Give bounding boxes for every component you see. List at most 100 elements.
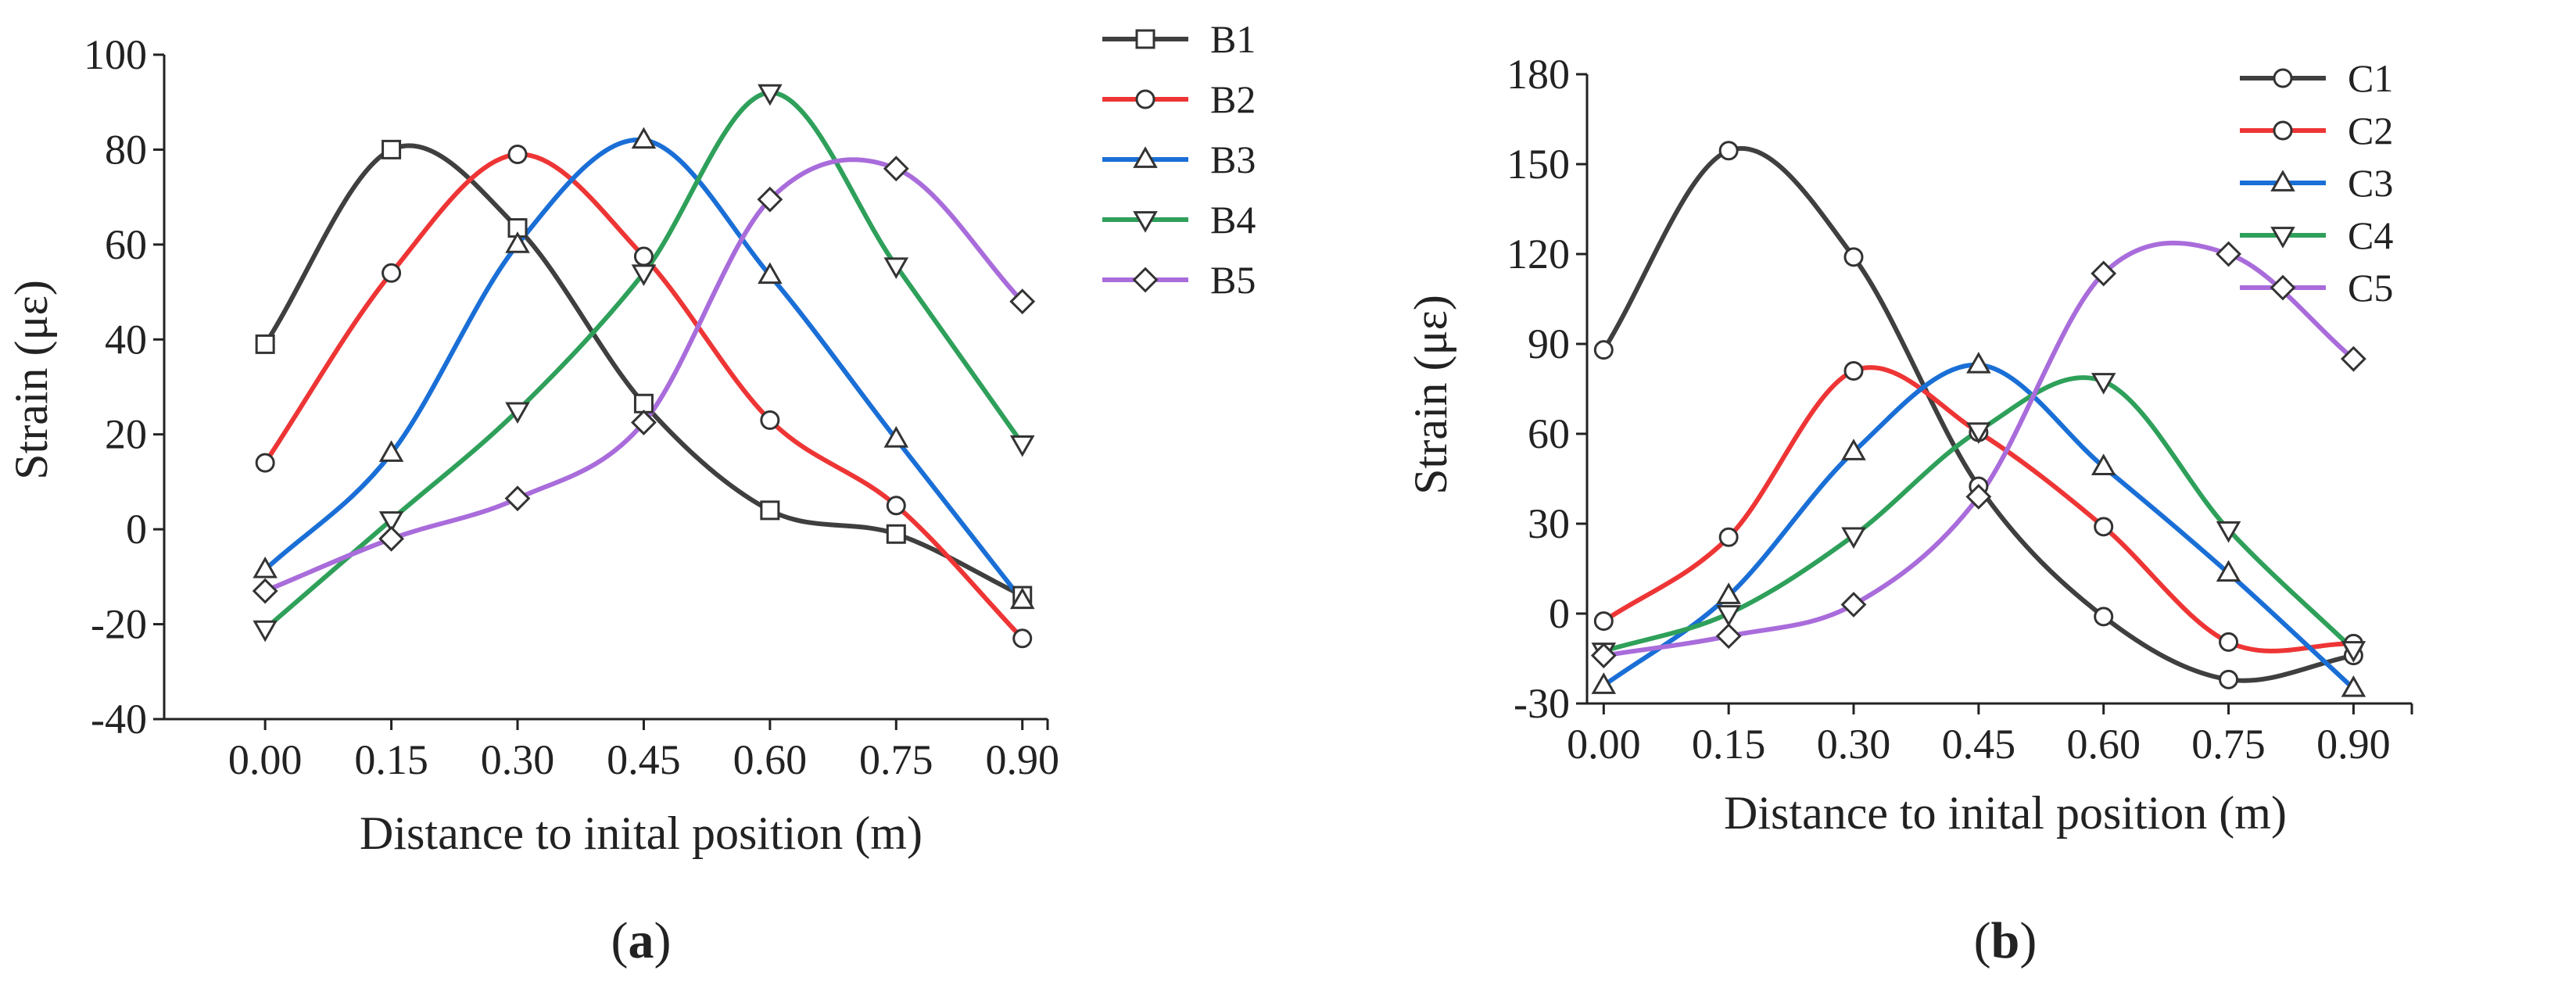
chart-b-y-tick-label: 30 <box>1528 500 1570 547</box>
chart-a-point-B5 <box>631 410 657 435</box>
chart-b-point-C1 <box>2219 669 2239 689</box>
chart-b-y-tick-label: 0 <box>1549 590 1570 637</box>
chart-b-x-tick-label: 0.90 <box>2316 721 2391 768</box>
chart-b-x-tick-label: 0.45 <box>1942 721 2016 768</box>
chart-b-point-C4 <box>1841 527 1866 549</box>
chart-b-point-C3 <box>2341 675 2366 697</box>
chart-b-point-C3 <box>2216 560 2241 582</box>
chart-b-point-C5 <box>1965 484 1992 510</box>
chart-a-point-B2 <box>886 496 906 516</box>
chart-b-x-tick-label: 0.60 <box>2066 721 2141 768</box>
chart-a-x-tick-label: 0.00 <box>228 736 303 783</box>
chart-b-point-C5 <box>1715 623 1742 650</box>
chart-a-x-tick-label: 0.90 <box>985 736 1059 783</box>
chart-a-axes <box>163 55 1048 721</box>
chart-b-x-tick-label: 0.30 <box>1817 721 1891 768</box>
chart-b-point-C2 <box>1843 361 1864 381</box>
chart-a-legend-marker-B5 <box>1132 267 1159 293</box>
chart-b-point-C1 <box>1593 340 1614 360</box>
chart-b-x-tick-label: 0.00 <box>1567 721 1641 768</box>
chart-a-y-tick-label: 40 <box>105 316 147 363</box>
chart-b-x-tick-label: 0.75 <box>2191 721 2266 768</box>
chart-b-panel-label-open: ( <box>1974 912 1991 969</box>
chart-a-legend-label-B2: B2 <box>1210 77 1256 121</box>
chart-b-point-C5 <box>1590 643 1617 669</box>
chart-a-panel-label-letter: a <box>629 912 654 969</box>
chart-b-legend-label-C5: C5 <box>2348 266 2393 310</box>
chart-b-point-C4 <box>2216 521 2241 543</box>
chart-a-y-tick-label: -20 <box>91 601 147 648</box>
chart-a-point-B5 <box>883 156 909 182</box>
chart-a-x-tick-label: 0.60 <box>733 736 808 783</box>
chart-b-y-tick-label: 60 <box>1528 410 1570 457</box>
chart-a-point-B3 <box>253 556 278 578</box>
chart-b-x-tick-label: 0.15 <box>1692 721 1766 768</box>
chart-b-point-C5 <box>1840 592 1867 618</box>
chart-a: -40 -20 0 20 40 60 80 100 0.00 0.15 0.30 0.45 0.60 0.… <box>5 17 1256 969</box>
chart-a-point-B5 <box>757 186 783 213</box>
chart-a-point-B1 <box>382 139 402 159</box>
chart-b-series-line-C5 <box>1603 240 2356 658</box>
chart-a-point-B1 <box>507 218 528 238</box>
chart-b-point-C3 <box>1716 582 1741 604</box>
chart-b-point-C2 <box>2219 632 2239 652</box>
chart-b-point-C1 <box>2094 607 2114 627</box>
chart-a-point-B2 <box>760 410 780 430</box>
chart-b-panel-label-letter: b <box>1991 912 2020 969</box>
chart-b-legend-label-C1: C1 <box>2348 56 2393 100</box>
chart-a-legend-label-B1: B1 <box>1210 17 1256 61</box>
chart-b-axes <box>1585 74 2412 705</box>
chart-b-legend-marker-C3 <box>2270 170 2295 192</box>
chart-a-point-B2 <box>255 453 275 473</box>
chart-a-panel-label: (a) <box>611 912 672 969</box>
chart-b-point-C5 <box>2340 345 2366 372</box>
chart-b-point-C4 <box>1716 605 1741 627</box>
chart-a-legend-marker-B2 <box>1135 89 1155 109</box>
chart-a-point-B2 <box>507 145 528 164</box>
chart-a-x-tick-label: 0.15 <box>354 736 428 783</box>
chart-b-y-tick-label: 180 <box>1507 51 1570 98</box>
chart-a-point-B4 <box>758 84 783 106</box>
chart-b-point-C3 <box>1841 439 1866 460</box>
chart-b-legend-label-C3: C3 <box>2348 161 2393 205</box>
chart-b-xlabel: Distance to inital position (m) <box>1724 787 2287 839</box>
chart-b-point-C3 <box>2091 453 2116 476</box>
chart-b-legend-label-C4: C4 <box>2348 213 2393 257</box>
chart-a-point-B2 <box>382 263 402 283</box>
chart-a-legend-marker-B4 <box>1133 211 1158 233</box>
chart-a-y-tick-label: 0 <box>126 506 147 553</box>
chart-a-x-tick-label: 0.75 <box>859 736 933 783</box>
chart-a-point-B1 <box>255 334 275 354</box>
chart-b-legend-label-C2: C2 <box>2348 109 2393 152</box>
chart-b: -30 0 30 60 90 120 150 180 0.00 0.15 0.30 0.45 0.60 0… <box>1405 51 2413 969</box>
chart-a-point-B4 <box>378 511 404 533</box>
chart-b-series-line-C4 <box>1603 375 2356 653</box>
chart-a-ylabel: Strain (με) <box>5 280 57 480</box>
chart-a-series <box>252 84 1036 649</box>
chart-b-y-tick-label: 90 <box>1528 320 1570 367</box>
chart-a-point-B1 <box>886 524 906 544</box>
chart-a-point-B1 <box>633 393 654 413</box>
chart-a-y-tick-label: -40 <box>91 696 147 743</box>
chart-a-point-B1 <box>760 500 780 521</box>
chart-a-legend-label-B3: B3 <box>1210 138 1256 181</box>
chart-a-x-tick-label: 0.30 <box>481 736 555 783</box>
chart-a-point-B4 <box>505 402 530 424</box>
chart-a-y-tick-label: 60 <box>105 221 147 268</box>
chart-a-panel-label-close: ) <box>654 912 672 969</box>
chart-b-y-tick-label: 120 <box>1507 231 1570 277</box>
chart-b-point-C3 <box>1966 352 1991 374</box>
chart-a-ticks: -40 -20 0 20 40 60 80 100 0.00 0.15 0.30 0.45 0.60 0.… <box>84 31 1059 783</box>
chart-b-point-C4 <box>1966 422 1991 444</box>
chart-b-point-C5 <box>2091 260 2117 287</box>
chart-b-ticks: -30 0 30 60 90 120 150 180 0.00 0.15 0.30 0.45 0.60 0… <box>1507 51 2413 768</box>
chart-b-point-C1 <box>1843 247 1864 267</box>
chart-a-point-B5 <box>378 525 404 552</box>
chart-b-y-tick-label: 150 <box>1507 141 1570 188</box>
chart-b-point-C3 <box>1591 672 1617 694</box>
chart-a-point-B3 <box>505 231 530 253</box>
chart-a-point-B3 <box>758 262 783 285</box>
chart-a-y-tick-label: 20 <box>105 411 147 458</box>
chart-b-point-C4 <box>2341 641 2366 663</box>
chart-a-point-B2 <box>1012 628 1033 649</box>
